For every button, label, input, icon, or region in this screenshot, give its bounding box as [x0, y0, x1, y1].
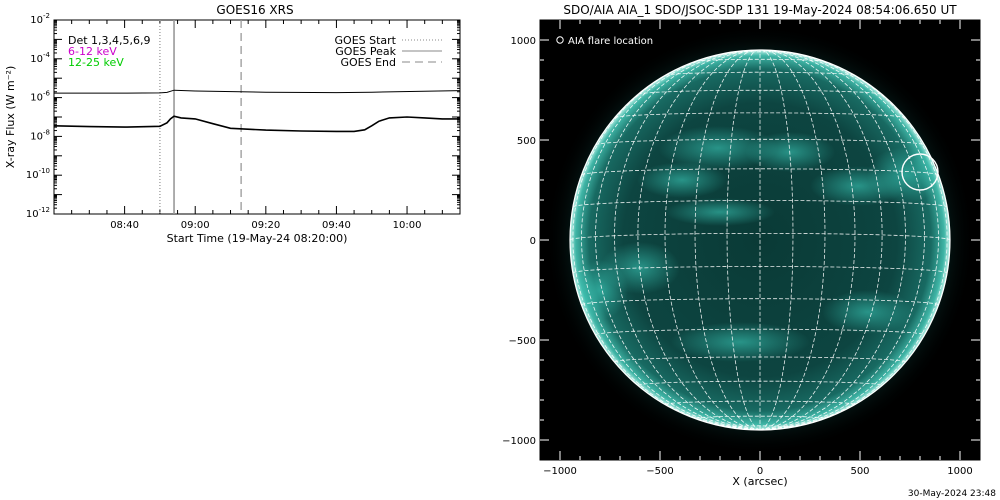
goes-y-axis: 10-12 10-10 10-8 10-6 10-4 10-2 — [26, 12, 460, 220]
legend-goes-peak: GOES Peak — [335, 45, 396, 58]
goes-series — [53, 89, 461, 133]
goes-x-tick-label: 09:40 — [322, 220, 351, 231]
goes-x-tick-label: 08:40 — [110, 220, 139, 231]
legend-6-12-kev: 6-12 keV — [68, 45, 117, 58]
grid-parallel — [614, 356, 906, 363]
aia-x-axis-label: X (arcsec) — [732, 475, 787, 488]
aia-x-tick-label: 1000 — [947, 466, 972, 477]
grid-parallel — [581, 168, 939, 176]
goes-series-line-0 — [54, 89, 461, 94]
generation-timestamp: 30-May-2024 23:48 — [908, 489, 996, 499]
grid-parallel — [694, 58, 826, 62]
aia-x-tick-label: −500 — [646, 466, 673, 477]
aia-y-axis: −1000 −500 0 500 1000 — [502, 36, 980, 447]
grid-meridian — [637, 50, 761, 430]
grid-parallel — [572, 265, 948, 274]
goes-y-tick-label: 10-6 — [30, 90, 50, 104]
grid-parallel — [595, 138, 925, 146]
grid-parallel — [664, 400, 856, 405]
aia-y-tick-label: 1000 — [511, 36, 536, 47]
aia-chart-title: SDO/AIA AIA_1 SDO/JSOC-SDP 131 19-May-20… — [563, 3, 957, 17]
grid-meridian — [759, 50, 856, 430]
aia-y-tick-label: −1000 — [502, 436, 536, 447]
grid-parallel — [595, 328, 925, 336]
legend-goes-end: GOES End — [340, 56, 396, 69]
grid-parallel — [581, 298, 939, 306]
grid-parallel — [572, 200, 948, 208]
heliographic-grid — [570, 50, 950, 430]
active-regions — [572, 126, 943, 362]
goes-x-tick-label: 09:20 — [251, 220, 280, 231]
grid-parallel — [664, 71, 856, 76]
grid-parallel — [726, 425, 794, 428]
legend-detectors: Det 1,3,4,5,6,9 — [68, 34, 151, 47]
grid-parallel — [570, 233, 950, 241]
goes-xrs-chart: GOES16 XRS 10-12 10-10 10-8 10-6 10-4 10-2 08… — [4, 3, 461, 245]
grid-parallel — [614, 112, 906, 119]
grid-meridian — [664, 50, 761, 430]
aia-x-axis: −1000 −500 0 500 1000 — [543, 20, 973, 477]
flare-location-marker — [901, 153, 939, 191]
aia-x-tick-label: −1000 — [543, 466, 577, 477]
goes-x-tick-label: 10:00 — [393, 220, 422, 231]
goes-series-line-1 — [53, 115, 460, 133]
aia-x-tick-label: 500 — [850, 466, 869, 477]
legend-goes-start: GOES Start — [335, 34, 397, 47]
goes-chart-title: GOES16 XRS — [216, 3, 293, 17]
goes-y-tick-label: 10-10 — [26, 167, 50, 181]
grid-parallel — [694, 415, 826, 419]
goes-y-axis-label: X-ray Flux (W m⁻²) — [4, 66, 17, 168]
goes-x-tick-label: 09:00 — [181, 220, 210, 231]
aia-x-tick-label: 0 — [757, 466, 763, 477]
aia-y-tick-label: −500 — [509, 336, 536, 347]
grid-meridian — [581, 50, 761, 430]
aia-y-tick-label: 0 — [530, 236, 536, 247]
legend-12-25-kev: 12-25 keV — [68, 56, 124, 69]
goes-y-tick-label: 10-8 — [30, 128, 50, 142]
aia-image-chart: SDO/AIA AIA_1 SDO/JSOC-SDP 131 19-May-20… — [502, 3, 981, 488]
grid-parallel — [637, 89, 883, 95]
goes-y-tick-label: 10-2 — [30, 12, 50, 26]
flare-legend-label: AIA flare location — [568, 36, 653, 47]
goes-x-axis-label: Start Time (19-May-24 08:20:00) — [167, 232, 348, 245]
goes-y-tick-label: 10-12 — [26, 206, 50, 220]
solar-limb — [569, 49, 951, 431]
goes-y-tick-label: 10-4 — [30, 51, 50, 65]
flare-legend-icon — [556, 36, 564, 44]
goes-x-axis: 08:40 09:00 09:20 09:40 10:00 — [53, 20, 461, 231]
aia-y-tick-label: 500 — [517, 136, 536, 147]
grid-parallel — [637, 380, 883, 386]
